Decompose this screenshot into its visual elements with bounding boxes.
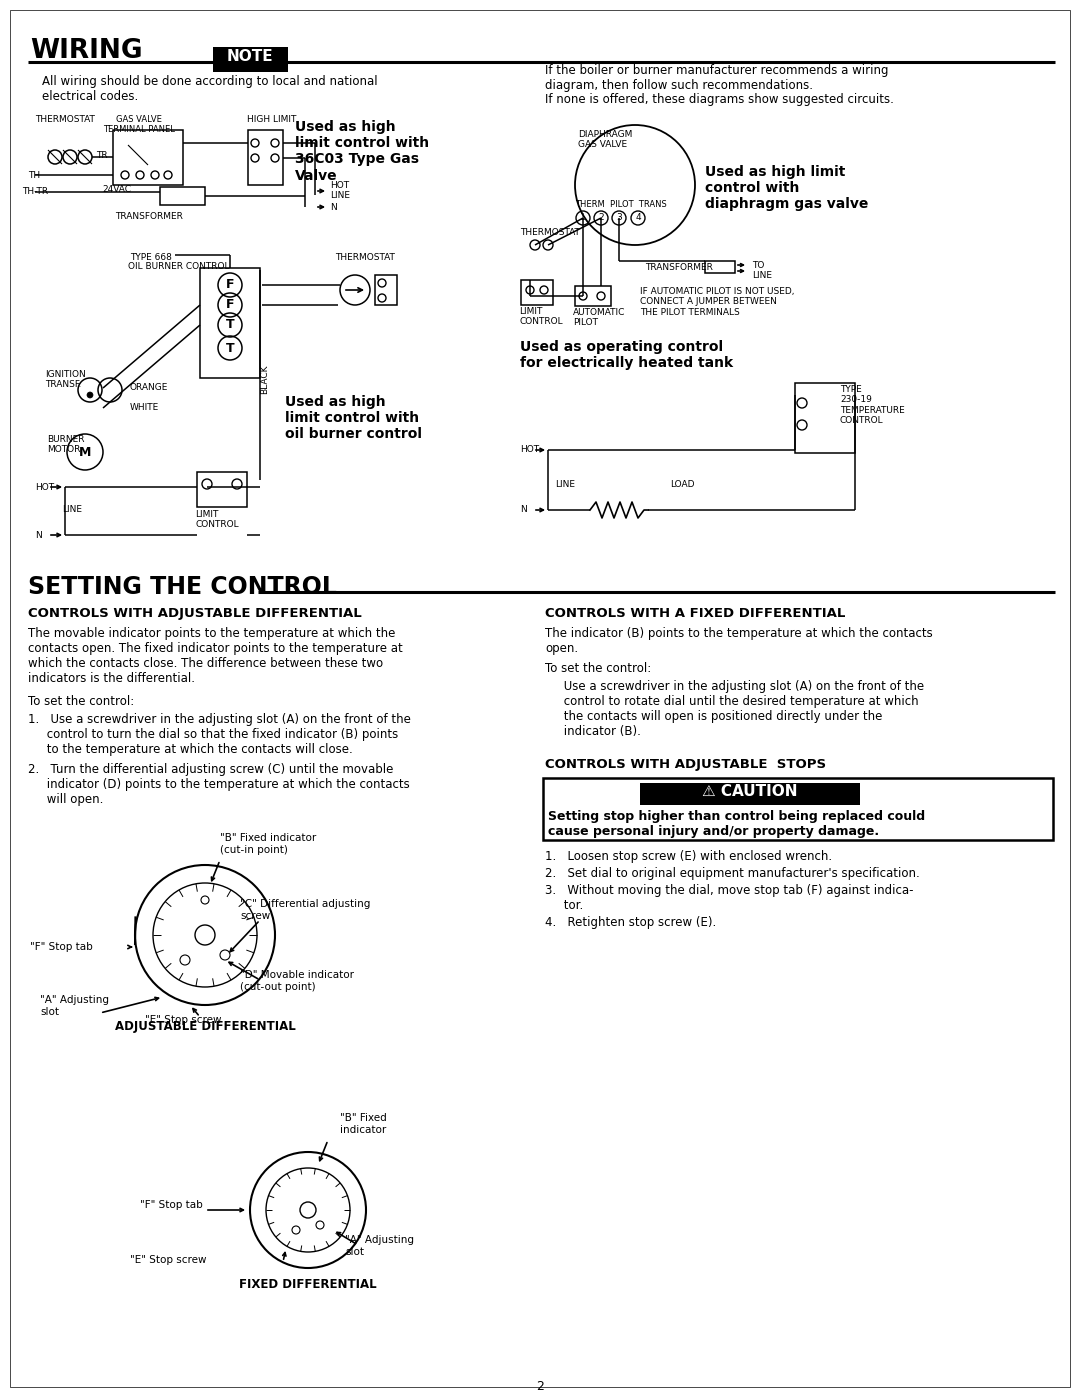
Text: IGNITION
TRANSF.: IGNITION TRANSF. bbox=[45, 370, 85, 390]
Text: WIRING: WIRING bbox=[30, 38, 143, 64]
Text: 1.   Loosen stop screw (E) with enclosed wrench.: 1. Loosen stop screw (E) with enclosed w… bbox=[545, 849, 832, 863]
Text: LOAD: LOAD bbox=[670, 481, 694, 489]
Text: 3.   Without moving the dial, move stop tab (F) against indica-
     tor.: 3. Without moving the dial, move stop ta… bbox=[545, 884, 914, 912]
Bar bbox=[521, 279, 553, 305]
Text: CONTROLS WITH ADJUSTABLE  STOPS: CONTROLS WITH ADJUSTABLE STOPS bbox=[545, 759, 826, 771]
Text: "A" Adjusting
slot: "A" Adjusting slot bbox=[345, 1235, 414, 1256]
Text: THERMOSTAT: THERMOSTAT bbox=[335, 253, 395, 263]
Text: Used as high
limit control with
oil burner control: Used as high limit control with oil burn… bbox=[285, 395, 422, 441]
Text: CONTROLS WITH ADJUSTABLE DIFFERENTIAL: CONTROLS WITH ADJUSTABLE DIFFERENTIAL bbox=[28, 608, 362, 620]
Text: TH-TR: TH-TR bbox=[22, 187, 49, 197]
Text: All wiring should be done according to local and national
electrical codes.: All wiring should be done according to l… bbox=[42, 75, 378, 103]
Text: Used as operating control
for electrically heated tank: Used as operating control for electrical… bbox=[519, 339, 733, 370]
Bar bbox=[213, 47, 288, 73]
Text: AUTOMATIC
PILOT: AUTOMATIC PILOT bbox=[573, 307, 625, 327]
Bar bbox=[197, 472, 247, 507]
Text: SETTING THE CONTROL: SETTING THE CONTROL bbox=[28, 576, 337, 599]
Text: 24VAC: 24VAC bbox=[102, 186, 131, 194]
Text: THERMOSTAT: THERMOSTAT bbox=[35, 115, 95, 124]
Bar bbox=[795, 383, 855, 453]
Text: Used as high limit
control with
diaphragm gas valve: Used as high limit control with diaphrag… bbox=[705, 165, 868, 211]
Text: "A" Adjusting
slot: "A" Adjusting slot bbox=[40, 995, 109, 1017]
Text: 1: 1 bbox=[580, 214, 585, 222]
Text: WHITE: WHITE bbox=[130, 404, 159, 412]
Circle shape bbox=[87, 393, 93, 398]
Bar bbox=[705, 261, 735, 272]
Text: ⚠ CAUTION: ⚠ CAUTION bbox=[702, 784, 798, 799]
Text: THERMOSTAT: THERMOSTAT bbox=[519, 228, 580, 237]
Text: TH: TH bbox=[28, 170, 40, 179]
Text: ORANGE: ORANGE bbox=[130, 384, 168, 393]
Text: LINE: LINE bbox=[62, 506, 82, 514]
Text: HIGH LIMIT: HIGH LIMIT bbox=[247, 115, 296, 124]
Text: "C" Differential adjusting
screw: "C" Differential adjusting screw bbox=[240, 900, 370, 921]
Text: HOT: HOT bbox=[519, 446, 539, 454]
Text: ADJUSTABLE DIFFERENTIAL: ADJUSTABLE DIFFERENTIAL bbox=[114, 1020, 295, 1032]
Bar bbox=[375, 275, 397, 305]
Text: T: T bbox=[226, 341, 234, 355]
Text: "B" Fixed indicator
(cut-in point): "B" Fixed indicator (cut-in point) bbox=[220, 834, 316, 855]
Text: The indicator (B) points to the temperature at which the contacts
open.: The indicator (B) points to the temperat… bbox=[545, 627, 933, 655]
Bar bbox=[160, 187, 205, 205]
Text: T: T bbox=[226, 319, 234, 331]
Text: TRANSFORMER: TRANSFORMER bbox=[114, 212, 183, 221]
Text: N: N bbox=[35, 531, 42, 539]
Text: F: F bbox=[226, 278, 234, 292]
Text: HOT: HOT bbox=[35, 482, 54, 492]
Text: To set the control:: To set the control: bbox=[545, 662, 651, 675]
Text: "E" Stop screw: "E" Stop screw bbox=[145, 1016, 221, 1025]
Text: LINE: LINE bbox=[555, 481, 575, 489]
Text: Used as high
limit control with
36C03 Type Gas
Valve: Used as high limit control with 36C03 Ty… bbox=[295, 120, 429, 183]
Text: IF AUTOMATIC PILOT IS NOT USED,
CONNECT A JUMPER BETWEEN
THE PILOT TERMINALS: IF AUTOMATIC PILOT IS NOT USED, CONNECT … bbox=[640, 286, 795, 317]
Text: 1.   Use a screwdriver in the adjusting slot (A) on the front of the
     contro: 1. Use a screwdriver in the adjusting sl… bbox=[28, 712, 410, 756]
Text: TR: TR bbox=[96, 151, 108, 159]
Text: TRANSFORMER: TRANSFORMER bbox=[645, 263, 713, 271]
Bar bbox=[248, 130, 283, 184]
Text: FIXED DIFFERENTIAL: FIXED DIFFERENTIAL bbox=[239, 1278, 377, 1291]
Text: 4.   Retighten stop screw (E).: 4. Retighten stop screw (E). bbox=[545, 916, 716, 929]
Bar bbox=[543, 778, 1053, 840]
Text: Setting stop higher than control being replaced could
cause personal injury and/: Setting stop higher than control being r… bbox=[548, 810, 926, 838]
Text: 2: 2 bbox=[598, 214, 604, 222]
Bar bbox=[640, 782, 860, 805]
Text: OIL BURNER CONTROL: OIL BURNER CONTROL bbox=[129, 263, 229, 271]
Text: If the boiler or burner manufacturer recommends a wiring
diagram, then follow su: If the boiler or burner manufacturer rec… bbox=[545, 64, 889, 92]
Text: 2: 2 bbox=[536, 1380, 544, 1393]
Text: N: N bbox=[330, 203, 337, 211]
Text: 2.   Set dial to original equipment manufacturer's specification.: 2. Set dial to original equipment manufa… bbox=[545, 868, 920, 880]
Text: GAS VALVE
TERMINAL PANEL: GAS VALVE TERMINAL PANEL bbox=[103, 115, 175, 134]
Text: CONTROLS WITH A FIXED DIFFERENTIAL: CONTROLS WITH A FIXED DIFFERENTIAL bbox=[545, 608, 846, 620]
Text: N: N bbox=[519, 506, 527, 514]
Text: 2.   Turn the differential adjusting screw (C) until the movable
     indicator : 2. Turn the differential adjusting screw… bbox=[28, 763, 409, 806]
Text: DIAPHRAGM
GAS VALVE: DIAPHRAGM GAS VALVE bbox=[578, 130, 632, 149]
Text: NOTE: NOTE bbox=[227, 49, 273, 64]
Text: THERM  PILOT  TRANS: THERM PILOT TRANS bbox=[575, 200, 666, 210]
Text: M: M bbox=[79, 446, 91, 458]
Text: "D" Movable indicator
(cut-out point): "D" Movable indicator (cut-out point) bbox=[240, 970, 354, 992]
Text: HOT: HOT bbox=[330, 180, 349, 190]
Text: LINE: LINE bbox=[330, 191, 350, 201]
Text: LIMIT
CONTROL: LIMIT CONTROL bbox=[519, 307, 563, 327]
Text: LIMIT
CONTROL: LIMIT CONTROL bbox=[195, 510, 239, 529]
Text: "F" Stop tab: "F" Stop tab bbox=[140, 1200, 203, 1210]
Bar bbox=[113, 130, 183, 184]
Text: The movable indicator points to the temperature at which the
contacts open. The : The movable indicator points to the temp… bbox=[28, 627, 403, 685]
Text: "B" Fixed
indicator: "B" Fixed indicator bbox=[340, 1113, 387, 1134]
Text: TO
LINE: TO LINE bbox=[752, 261, 772, 281]
Text: "E" Stop screw: "E" Stop screw bbox=[130, 1255, 206, 1266]
Text: 4: 4 bbox=[635, 214, 640, 222]
Text: F: F bbox=[226, 299, 234, 312]
Text: To set the control:: To set the control: bbox=[28, 694, 134, 708]
Bar bbox=[200, 268, 260, 379]
Text: BLACK: BLACK bbox=[260, 365, 269, 394]
Bar bbox=[575, 286, 611, 306]
Text: Use a screwdriver in the adjusting slot (A) on the front of the
     control to : Use a screwdriver in the adjusting slot … bbox=[545, 680, 924, 738]
Text: BURNER
MOTOR: BURNER MOTOR bbox=[48, 434, 84, 454]
Text: 3: 3 bbox=[616, 214, 622, 222]
Text: If none is offered, these diagrams show suggested circuits.: If none is offered, these diagrams show … bbox=[545, 94, 894, 106]
Text: "F" Stop tab: "F" Stop tab bbox=[30, 942, 93, 951]
Text: TYPE 668: TYPE 668 bbox=[130, 253, 172, 263]
Text: TYPE
230-19
TEMPERATURE
CONTROL: TYPE 230-19 TEMPERATURE CONTROL bbox=[840, 386, 905, 425]
